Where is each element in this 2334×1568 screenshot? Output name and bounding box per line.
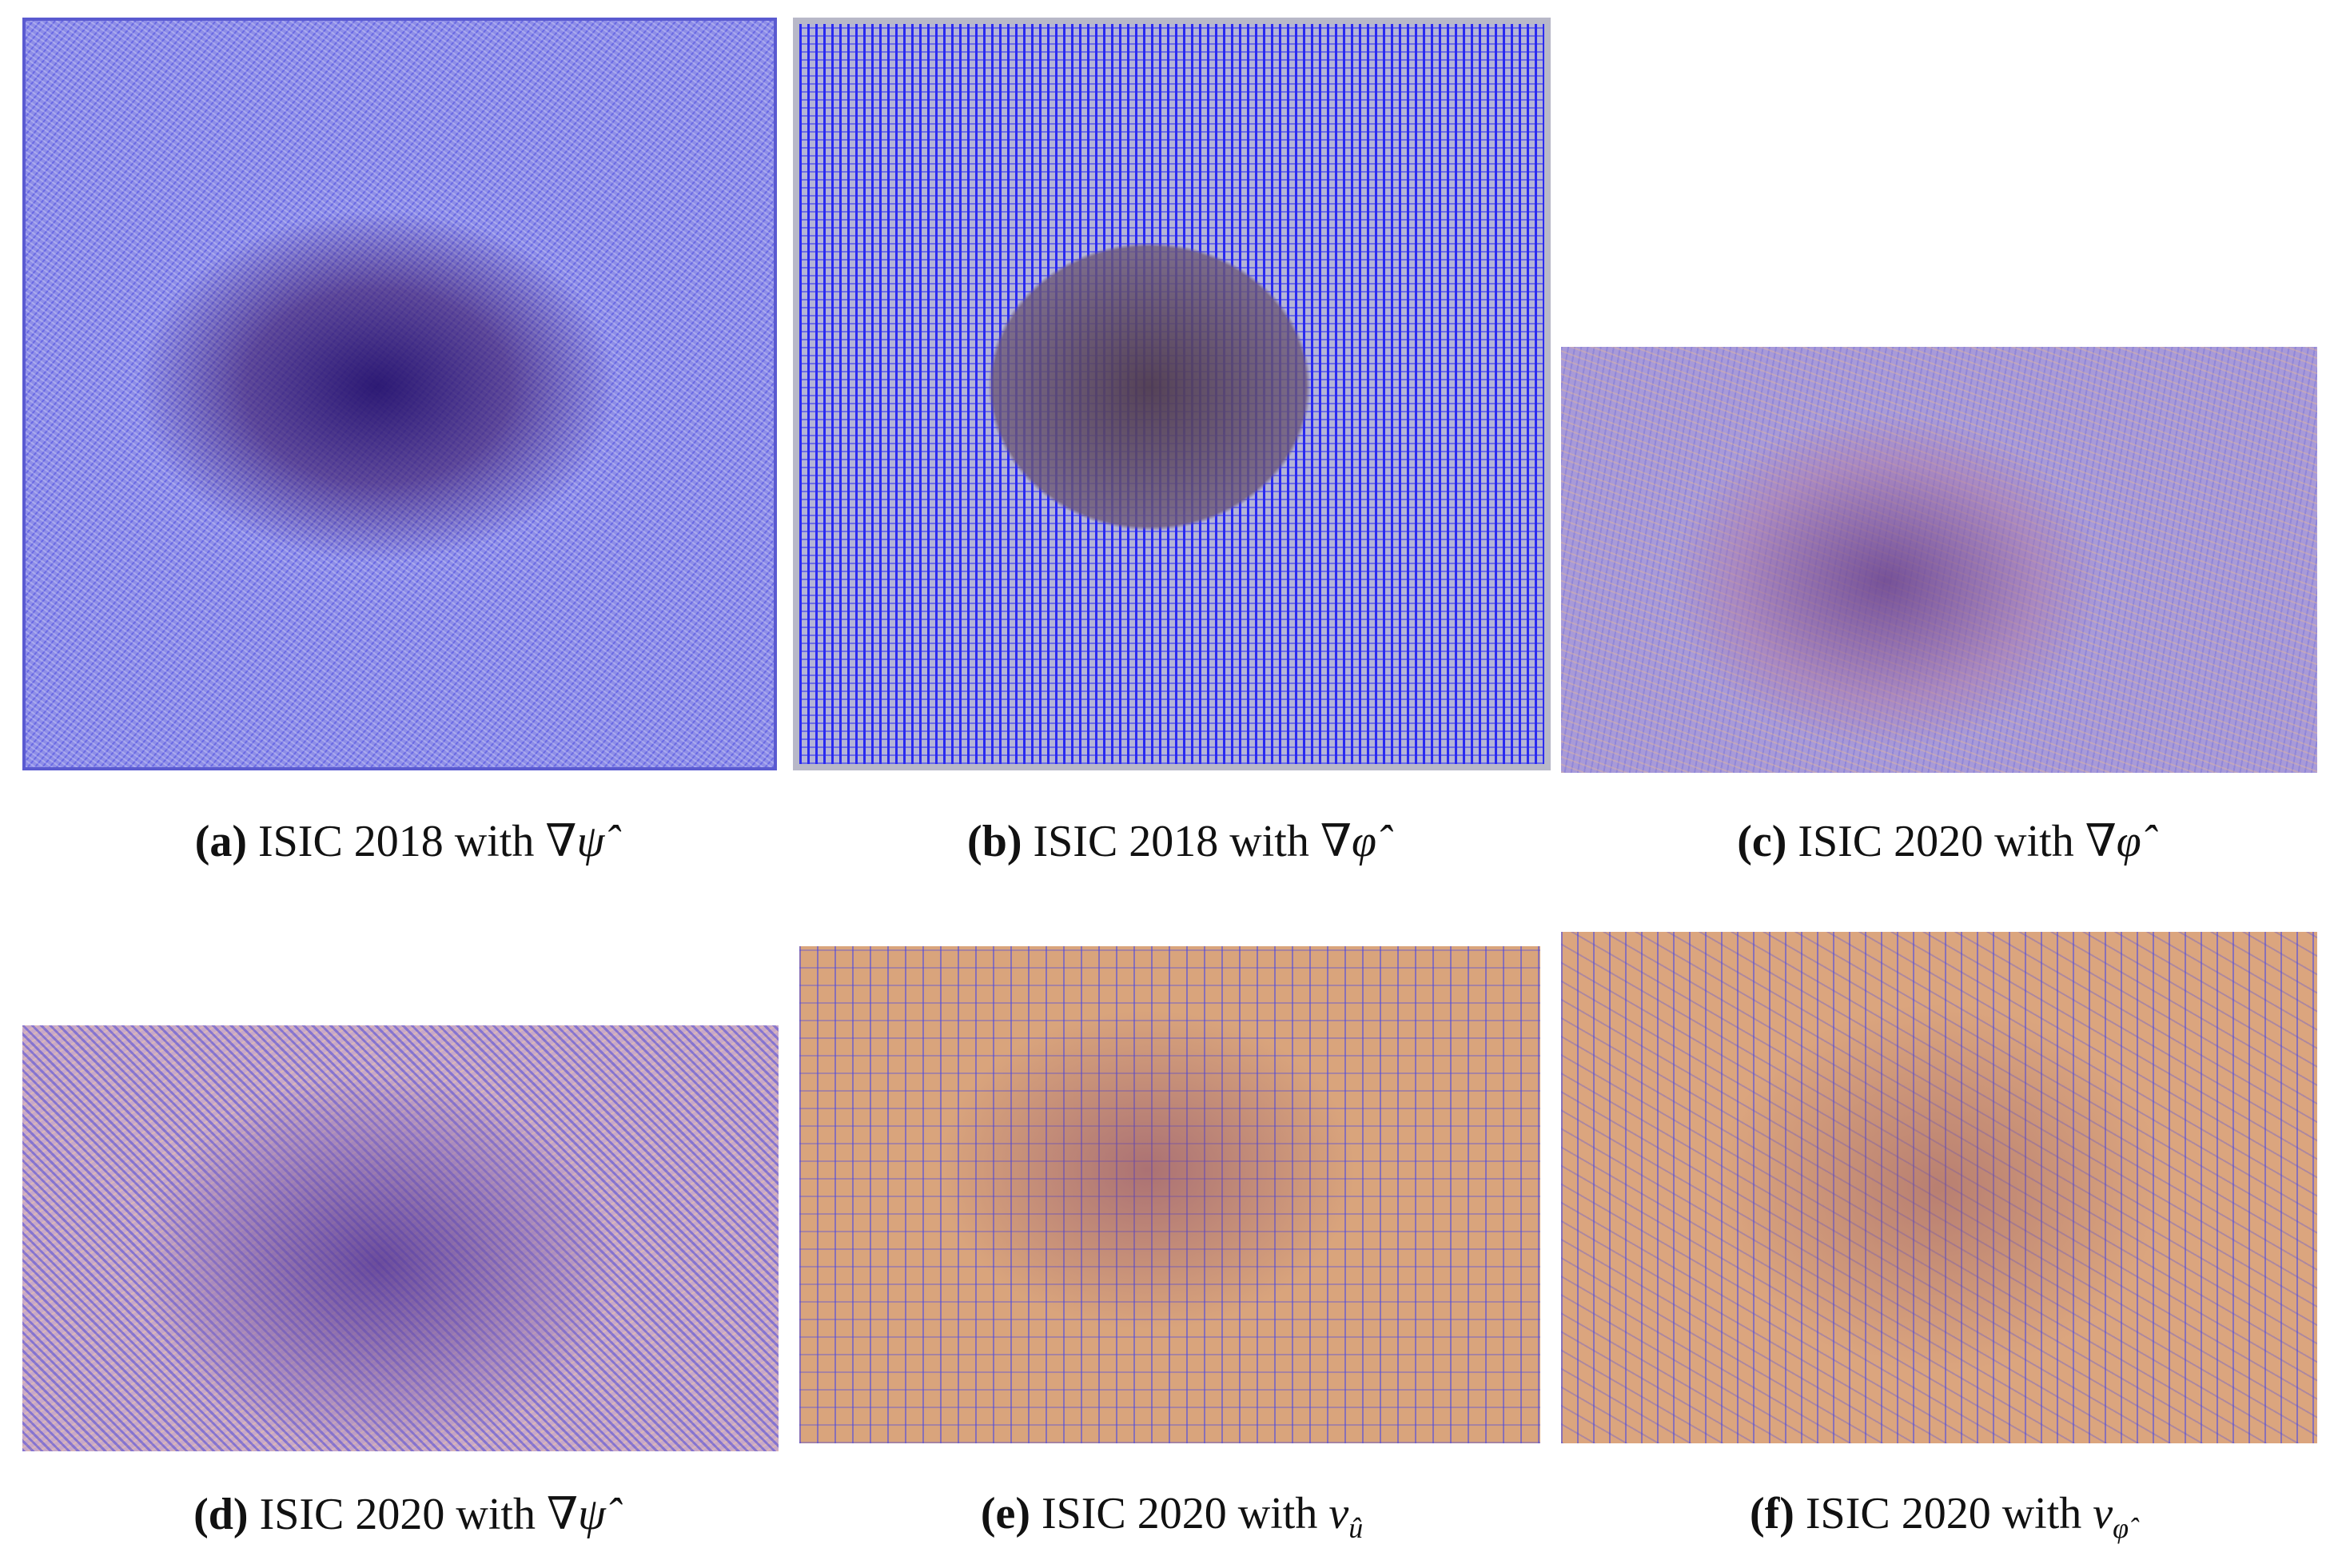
caption-text: ISIC 2020 with <box>1798 817 2074 866</box>
caption: (e) ISIC 2020 with vû <box>788 1488 1555 1545</box>
caption: (f) ISIC 2020 with vφ̂ <box>1555 1488 2323 1545</box>
caption-text: ISIC 2018 with <box>1033 817 1309 866</box>
caption-subscript: û <box>1348 1512 1364 1545</box>
panel-image <box>22 18 777 770</box>
caption: (c) ISIC 2020 with ∇φ̂ <box>1555 815 2323 867</box>
caption-math: ∇ψ̂ <box>545 817 605 866</box>
caption-text: ISIC 2020 with <box>1805 1489 2082 1538</box>
caption: (b) ISIC 2018 with ∇φ̂ <box>788 815 1555 867</box>
caption-math: v <box>1328 1489 1349 1538</box>
panel-image <box>1561 932 2317 1443</box>
panel-image <box>22 1025 779 1451</box>
panel-image <box>1561 347 2317 773</box>
panel-image <box>799 946 1540 1443</box>
caption-label: (b) <box>967 817 1022 866</box>
caption-label: (f) <box>1749 1489 1794 1538</box>
caption-math: ∇φ̂ <box>2085 817 2141 866</box>
caption-label: (d) <box>193 1490 249 1539</box>
caption-label: (c) <box>1737 817 1787 866</box>
caption-subscript: φ̂ <box>2113 1512 2129 1545</box>
caption-math: v <box>2093 1489 2113 1538</box>
caption-text: ISIC 2018 with <box>258 817 535 866</box>
caption-label: (a) <box>194 817 248 866</box>
caption-text: ISIC 2020 with <box>1041 1489 1318 1538</box>
caption-text: ISIC 2020 with <box>259 1490 536 1539</box>
caption-math: ∇φ̂ <box>1320 817 1376 866</box>
caption-label: (e) <box>980 1489 1030 1538</box>
caption: (a) ISIC 2018 with ∇ψ̂ <box>16 815 783 867</box>
caption-math: ∇ψ̂ <box>546 1490 606 1539</box>
caption: (d) ISIC 2020 with ∇ψ̂ <box>16 1488 783 1540</box>
panel-image <box>793 18 1551 770</box>
